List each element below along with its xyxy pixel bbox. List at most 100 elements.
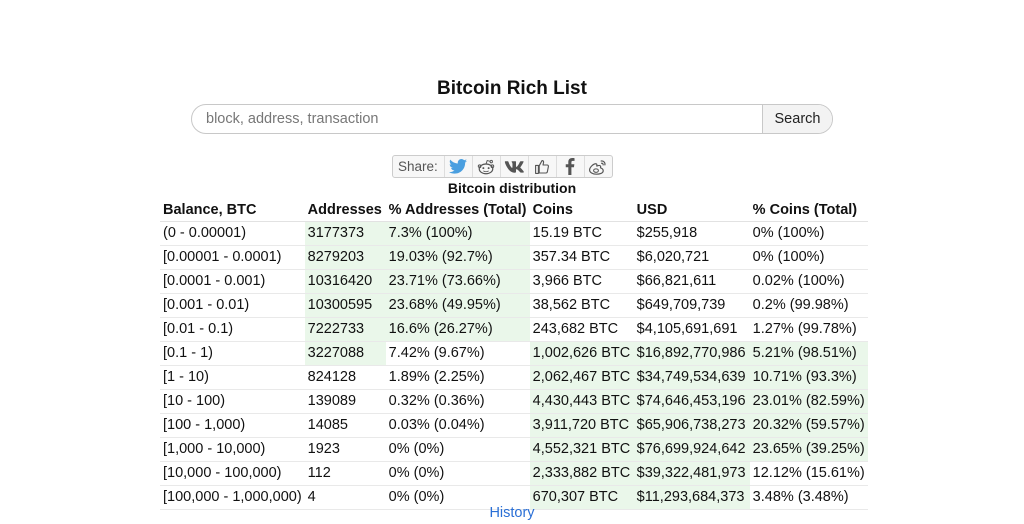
cell-pct-addresses: 1.89% (2.25%) xyxy=(385,365,530,390)
cell-usd: $255,918 xyxy=(633,221,750,246)
cell-addresses: 10316420 xyxy=(304,269,386,294)
cell-coins: 670,307 BTC xyxy=(529,485,634,510)
cell-coins: 3,911,720 BTC xyxy=(529,413,634,438)
cell-coins: 1,002,626 BTC xyxy=(529,341,634,366)
cell-balance: [0.00001 - 0.0001) xyxy=(160,245,305,270)
cell-pct-addresses: 0.03% (0.04%) xyxy=(385,413,530,438)
cell-pct-addresses: 23.71% (73.66%) xyxy=(385,269,530,294)
cell-pct-addresses: 7.42% (9.67%) xyxy=(385,341,530,366)
cell-pct-coins: 0% (100%) xyxy=(749,245,868,270)
cell-usd: $649,709,739 xyxy=(633,293,750,318)
cell-pct-coins: 0.2% (99.98%) xyxy=(749,293,868,318)
cell-balance: [100,000 - 1,000,000) xyxy=(160,485,305,510)
cell-coins: 2,062,467 BTC xyxy=(529,365,634,390)
cell-addresses: 824128 xyxy=(304,365,386,390)
cell-pct-addresses: 0% (0%) xyxy=(385,437,530,462)
cell-addresses: 139089 xyxy=(304,389,386,414)
search-button[interactable]: Search xyxy=(762,105,832,133)
cell-addresses: 3177373 xyxy=(304,221,386,246)
cell-usd: $6,020,721 xyxy=(633,245,750,270)
cell-usd: $16,892,770,986 xyxy=(633,341,750,366)
twitter-icon[interactable] xyxy=(445,156,473,177)
page-title: Bitcoin Rich List xyxy=(437,78,587,99)
cell-pct-coins: 3.48% (3.48%) xyxy=(749,485,868,510)
cell-balance: [0.001 - 0.01) xyxy=(160,293,305,318)
cell-pct-coins: 10.71% (93.3%) xyxy=(749,365,868,390)
distribution-title: Bitcoin distribution xyxy=(447,180,577,196)
cell-addresses: 8279203 xyxy=(304,245,386,270)
cell-pct-coins: 23.01% (82.59%) xyxy=(749,389,868,414)
distribution-table: Balance, BTC Addresses % Addresses (Tota… xyxy=(160,198,868,510)
column-header-pct-addresses: % Addresses (Total) xyxy=(385,198,530,222)
cell-pct-coins: 0% (100%) xyxy=(749,221,868,246)
table-row: (0 - 0.00001) 3177373 7.3% (100%) 15.19 BTC… xyxy=(160,221,868,246)
cell-addresses: 10300595 xyxy=(304,293,386,318)
cell-pct-addresses: 0% (0%) xyxy=(385,485,530,510)
cell-usd: $74,646,453,196 xyxy=(633,389,750,414)
cell-addresses: 112 xyxy=(304,461,386,486)
cell-coins: 3,966 BTC xyxy=(529,269,634,294)
cell-addresses: 14085 xyxy=(304,413,386,438)
cell-pct-addresses: 16.6% (26.27%) xyxy=(385,317,530,342)
cell-usd: $11,293,684,373 xyxy=(633,485,750,510)
reddit-icon[interactable] xyxy=(473,156,501,177)
cell-pct-coins: 12.12% (15.61%) xyxy=(749,461,868,486)
table-row: [100,000 - 1,000,000) 4 0% (0%) 670,307 BTC… xyxy=(160,485,868,510)
cell-pct-coins: 5.21% (98.51%) xyxy=(749,341,868,366)
table-header-row: Balance, BTC Addresses % Addresses (Tota… xyxy=(160,198,868,222)
table-row: [0.0001 - 0.001) 10316420 23.71% (73.66%) 3… xyxy=(160,269,868,294)
column-header-addresses: Addresses xyxy=(304,198,386,222)
table-row: [10,000 - 100,000) 112 0% (0%) 2,333,882 BT… xyxy=(160,461,868,486)
weibo-icon[interactable] xyxy=(585,156,612,177)
cell-balance: (0 - 0.00001) xyxy=(160,221,305,246)
cell-balance: [10 - 100) xyxy=(160,389,305,414)
cell-pct-coins: 1.27% (99.78%) xyxy=(749,317,868,342)
cell-usd: $34,749,534,639 xyxy=(633,365,750,390)
cell-usd: $39,322,481,973 xyxy=(633,461,750,486)
cell-usd: $65,906,738,273 xyxy=(633,413,750,438)
like-icon[interactable] xyxy=(529,156,557,177)
cell-balance: [1 - 10) xyxy=(160,365,305,390)
cell-coins: 4,430,443 BTC xyxy=(529,389,634,414)
cell-coins: 38,562 BTC xyxy=(529,293,634,318)
table-row: [0.1 - 1) 3227088 7.42% (9.67%) 1,002,626 B… xyxy=(160,341,868,366)
cell-pct-addresses: 23.68% (49.95%) xyxy=(385,293,530,318)
vk-icon[interactable] xyxy=(501,156,529,177)
cell-pct-addresses: 19.03% (92.7%) xyxy=(385,245,530,270)
cell-addresses: 7222733 xyxy=(304,317,386,342)
cell-pct-addresses: 0.32% (0.36%) xyxy=(385,389,530,414)
cell-addresses: 3227088 xyxy=(304,341,386,366)
cell-coins: 15.19 BTC xyxy=(529,221,634,246)
cell-pct-coins: 23.65% (39.25%) xyxy=(749,437,868,462)
cell-usd: $66,821,611 xyxy=(633,269,750,294)
facebook-icon[interactable] xyxy=(557,156,585,177)
search-input[interactable] xyxy=(192,105,762,133)
cell-usd: $76,699,924,642 xyxy=(633,437,750,462)
table-row: [0.01 - 0.1) 7222733 16.6% (26.27%) 243,682… xyxy=(160,317,868,342)
cell-balance: [10,000 - 100,000) xyxy=(160,461,305,486)
cell-balance: [0.1 - 1) xyxy=(160,341,305,366)
cell-addresses: 1923 xyxy=(304,437,386,462)
share-bar: Share: xyxy=(392,155,613,178)
cell-balance: [1,000 - 10,000) xyxy=(160,437,305,462)
cell-coins: 357.34 BTC xyxy=(529,245,634,270)
column-header-pct-coins: % Coins (Total) xyxy=(749,198,868,222)
cell-pct-coins: 20.32% (59.57%) xyxy=(749,413,868,438)
cell-coins: 4,552,321 BTC xyxy=(529,437,634,462)
column-header-coins: Coins xyxy=(529,198,634,222)
search-bar: Search xyxy=(191,104,833,134)
cell-coins: 243,682 BTC xyxy=(529,317,634,342)
cell-pct-addresses: 0% (0%) xyxy=(385,461,530,486)
share-label: Share: xyxy=(393,156,445,177)
cell-balance: [0.01 - 0.1) xyxy=(160,317,305,342)
table-row: [10 - 100) 139089 0.32% (0.36%) 4,430,443 B… xyxy=(160,389,868,414)
table-row: [0.001 - 0.01) 10300595 23.68% (49.95%) 38,… xyxy=(160,293,868,318)
table-row: [1,000 - 10,000) 1923 0% (0%) 4,552,321 BTC… xyxy=(160,437,868,462)
cell-pct-addresses: 7.3% (100%) xyxy=(385,221,530,246)
history-link[interactable]: History xyxy=(489,505,535,521)
table-row: [1 - 10) 824128 1.89% (2.25%) 2,062,467 BTC… xyxy=(160,365,868,390)
cell-balance: [100 - 1,000) xyxy=(160,413,305,438)
column-header-usd: USD xyxy=(633,198,750,222)
column-header-balance: Balance, BTC xyxy=(160,198,305,222)
cell-coins: 2,333,882 BTC xyxy=(529,461,634,486)
